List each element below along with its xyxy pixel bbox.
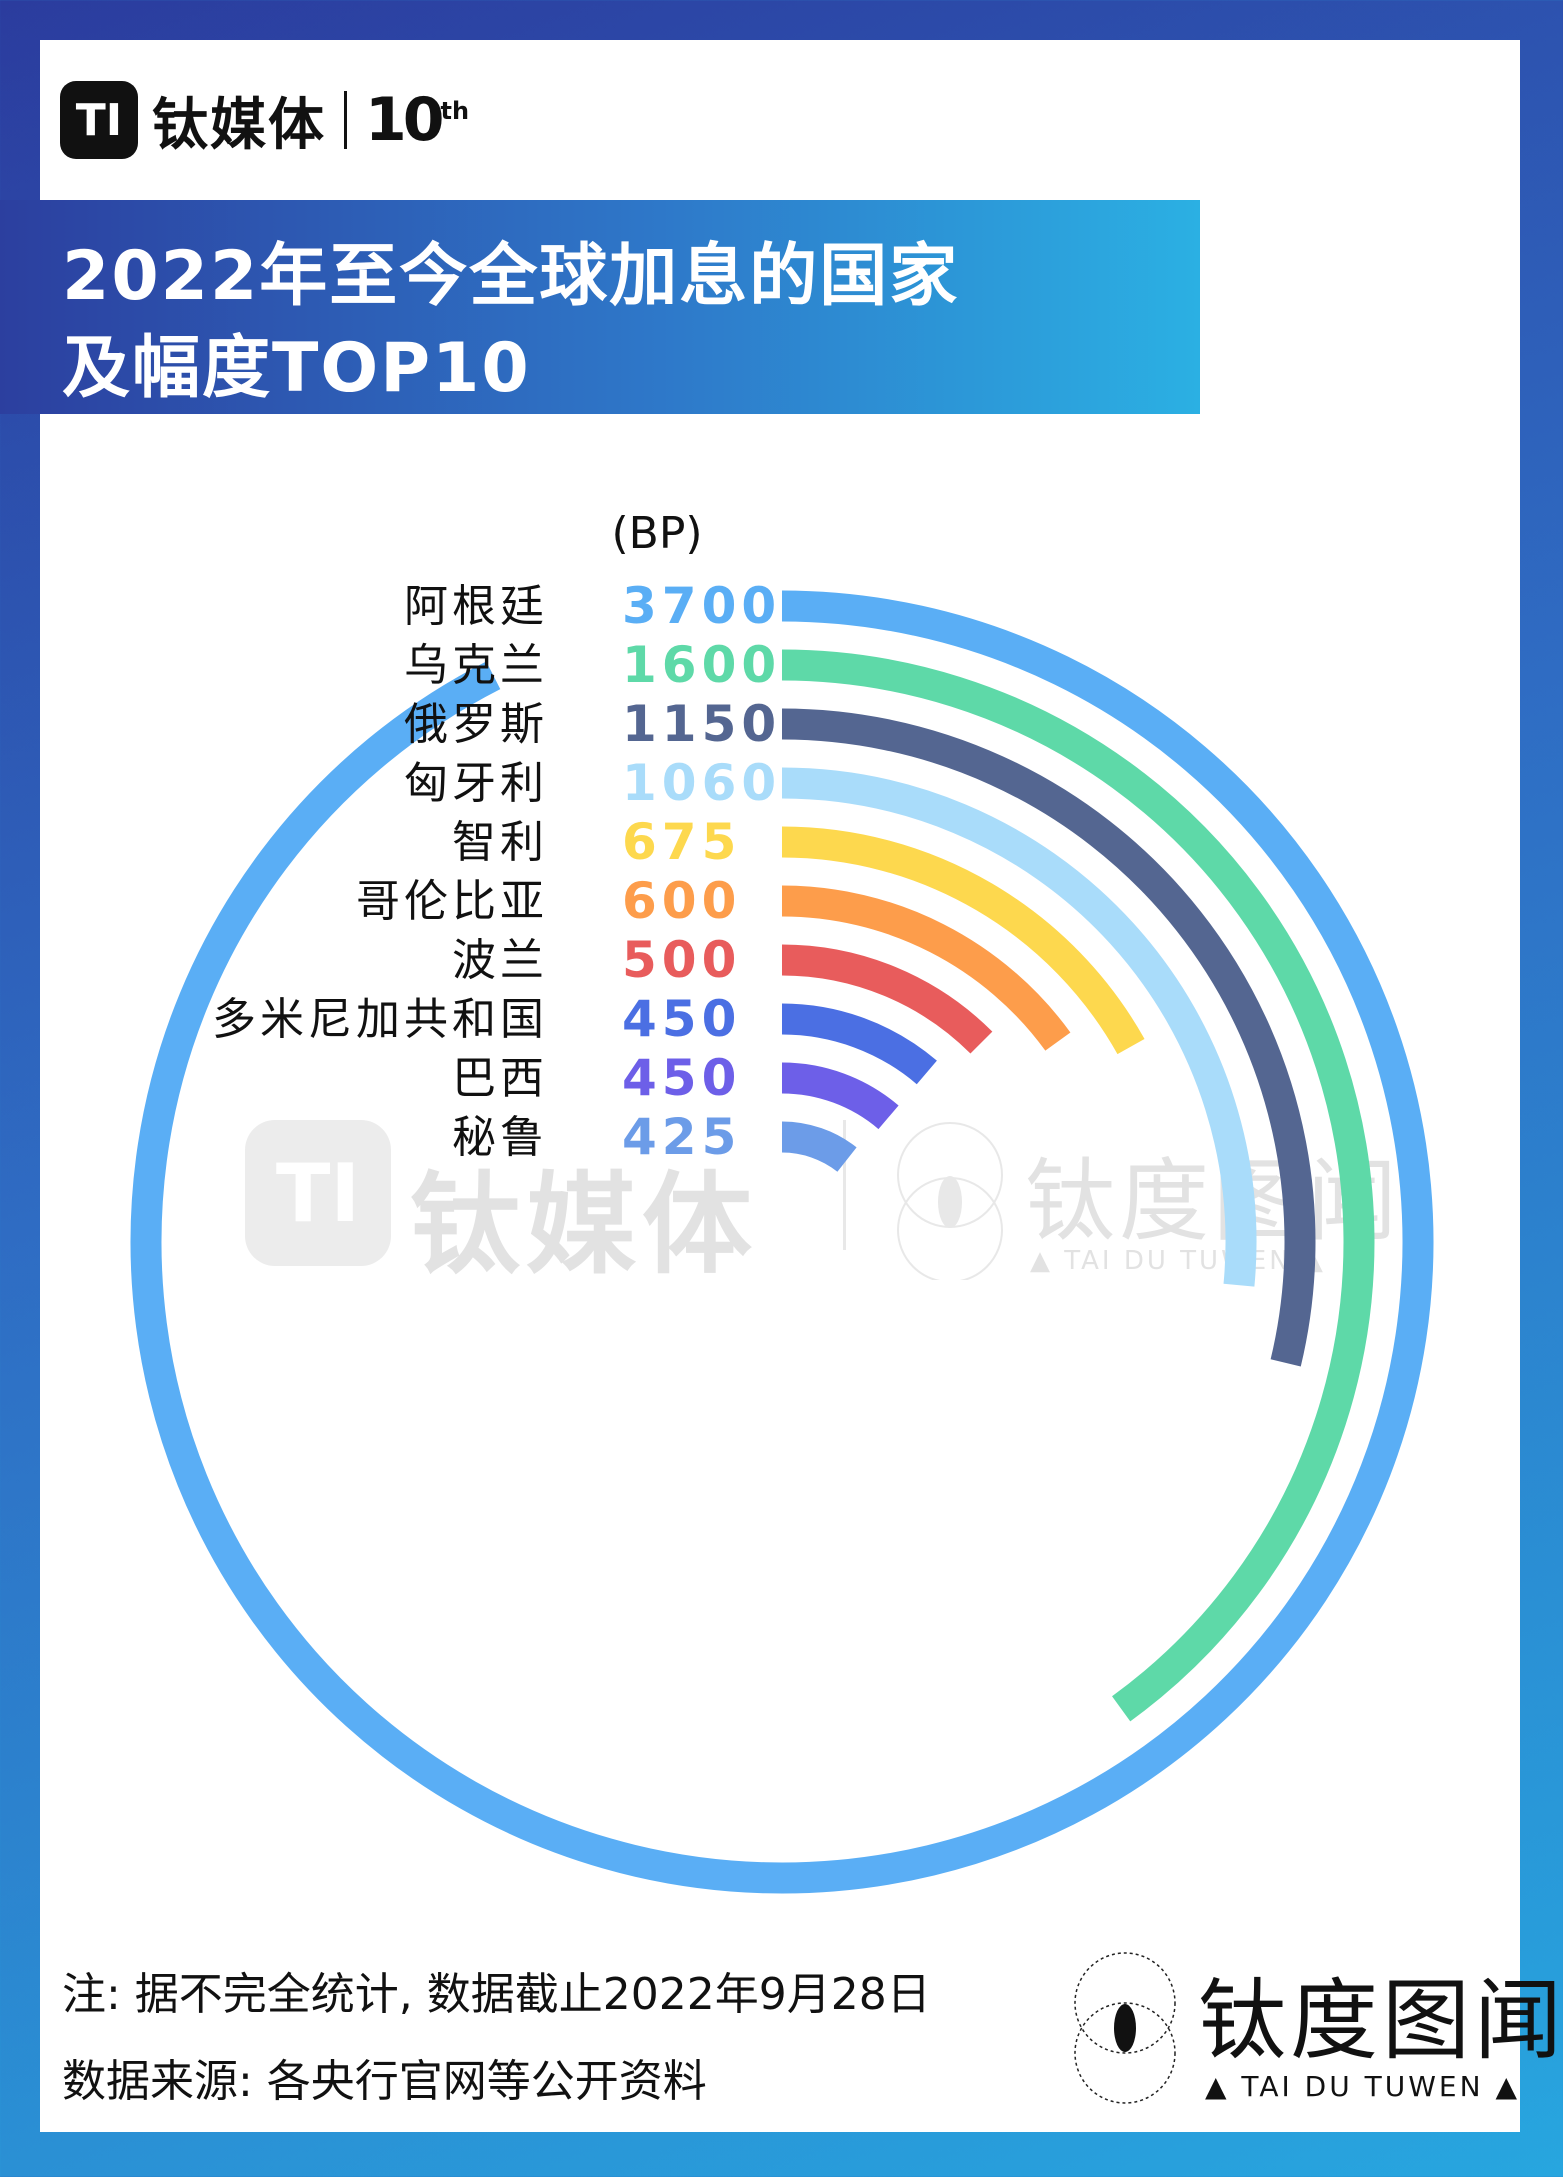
bar-5 xyxy=(781,885,1071,1051)
footer-source: 数据来源: 各央行官网等公开资料 xyxy=(62,2056,707,2107)
category-label-4: 智利 xyxy=(452,817,548,868)
watermark-eye-icon xyxy=(897,1122,1003,1280)
category-label-5: 哥伦比亚 xyxy=(356,876,548,927)
category-label-0: 阿根廷 xyxy=(404,581,548,632)
chart-title-line2: 及幅度TOP10 xyxy=(62,329,531,408)
anniversary-badge: 10th xyxy=(365,85,470,155)
value-label-2: 1150 xyxy=(622,695,781,753)
bar-0 xyxy=(130,590,1434,1894)
brand-header: TI 钛媒体 10th xyxy=(60,80,469,160)
bar-1 xyxy=(781,649,1375,1722)
stamp-cn: 钛度图闻 xyxy=(1198,1969,1563,2072)
brand-divider xyxy=(344,91,347,149)
value-label-9: 425 xyxy=(622,1108,741,1166)
bar-3 xyxy=(781,767,1257,1287)
watermark-divider xyxy=(843,1120,846,1250)
category-label-8: 巴西 xyxy=(452,1053,548,1104)
category-label-7: 多米尼加共和国 xyxy=(212,994,548,1045)
unit-label: (BP) xyxy=(611,508,702,559)
watermark-brand: 钛媒体 xyxy=(410,1161,758,1289)
stamp-en: ▲ TAI DU TUWEN ▲ xyxy=(1205,2070,1520,2103)
value-label-3: 1060 xyxy=(622,754,781,812)
watermark-stamp-en: ▲ TAI DU TUWEN ▲ xyxy=(1030,1246,1326,1276)
bar-8 xyxy=(781,1062,899,1130)
footer-note: 注: 据不完全统计, 数据截止2022年9月28日 xyxy=(62,1969,931,2020)
title-banner: 2022年至今全球加息的国家 及幅度TOP10 xyxy=(0,200,1200,414)
bar-7 xyxy=(781,1003,937,1085)
value-label-6: 500 xyxy=(622,931,741,989)
category-label-9: 秘鲁 xyxy=(452,1112,548,1163)
value-label-7: 450 xyxy=(622,990,741,1048)
value-label-4: 675 xyxy=(622,813,741,871)
bar-2 xyxy=(781,708,1316,1367)
bar-6 xyxy=(781,944,993,1054)
chart-title-line1: 2022年至今全球加息的国家 xyxy=(62,237,960,316)
value-label-8: 450 xyxy=(622,1049,741,1107)
value-label-0: 3700 xyxy=(622,577,781,635)
bar-9 xyxy=(781,1121,857,1173)
watermark-logo-icon: TI xyxy=(245,1120,391,1266)
category-label-3: 匈牙利 xyxy=(404,758,548,809)
category-label-6: 波兰 xyxy=(452,935,548,986)
value-label-5: 600 xyxy=(622,872,741,930)
stamp-eye-icon xyxy=(1074,1952,1176,2104)
brand-logo-icon: TI xyxy=(60,81,138,159)
category-label-2: 俄罗斯 xyxy=(404,699,548,750)
bar-4 xyxy=(781,826,1145,1055)
watermark-stamp-cn: 钛度图闻 xyxy=(1025,1149,1401,1254)
value-label-1: 1600 xyxy=(622,636,781,694)
category-label-1: 乌克兰 xyxy=(404,640,548,691)
brand-name: 钛媒体 xyxy=(152,92,326,158)
